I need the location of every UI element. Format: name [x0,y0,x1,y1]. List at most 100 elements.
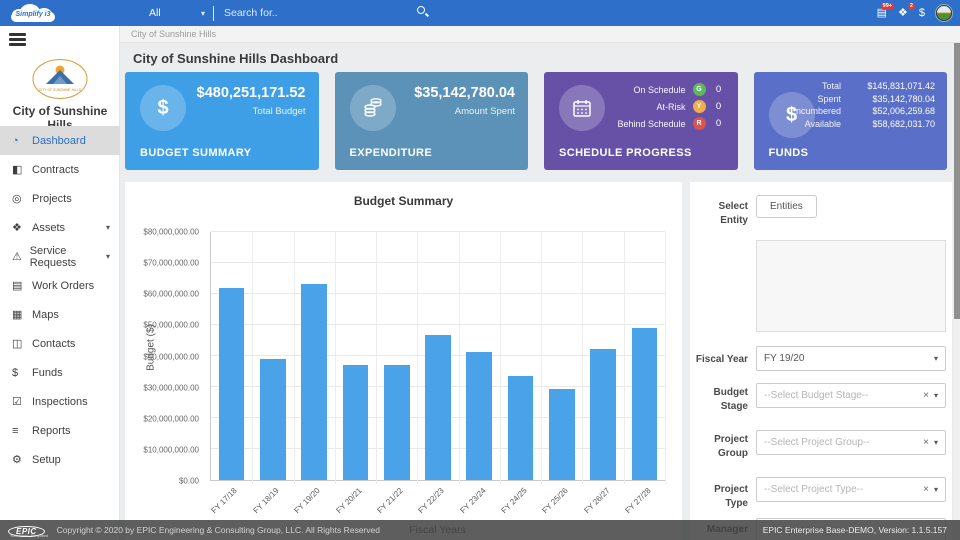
search-button[interactable] [411,0,437,26]
funds-total-row: Total $145,831,071.42 [821,81,935,91]
y-tick-label: $30,000,000.00 [143,383,199,393]
chart-bar-FY-23-24[interactable] [466,352,493,480]
chart-plot[interactable] [210,231,666,484]
y-tick-label: $20,000,000.00 [143,414,199,424]
x-tick-label: FY 18/19 [251,486,281,516]
menu-toggle-button[interactable] [9,33,26,46]
notifications-button[interactable]: ▤ 99+ [877,2,894,19]
sidebar-item-work-orders[interactable]: ▤ Work Orders [12,279,95,293]
sidebar-item-contacts[interactable]: ◫ Contacts [12,337,76,351]
assets-count-badge: 2 [907,2,915,10]
sidebar-item-reports[interactable]: ≡ Reports [12,424,71,437]
sidebar-item-setup[interactable]: ⚙ Setup [12,453,61,467]
funds-spent-row: Spent $35,142,780.04 [817,93,935,104]
chart-bar-FY-26-27[interactable] [590,348,616,480]
document-icon: ▤ [12,280,23,292]
scrollbar-thumb[interactable] [954,43,960,319]
entities-button[interactable]: Entities [756,195,817,218]
page-title: City of Sunshine Hills Dashboard [133,51,339,66]
behind-schedule-count: 0 [715,118,722,129]
at-risk-row: At-Risk Y 0 [617,100,724,113]
sidebar-item-projects[interactable]: ◎ Projects [12,192,72,206]
schedule-progress-card[interactable]: On Schedule G 0 At-Risk Y 0 Behind Sched… [544,72,738,170]
gridline [623,232,625,484]
chart-bar-FY-20-21[interactable] [342,364,369,480]
x-tick-label: FY 21/22 [375,486,405,516]
gridline [211,293,665,294]
expenditure-card[interactable]: $35,142,780.04 Amount Spent EXPENDITURE [334,72,528,170]
project-type-label: Project Type [714,484,748,509]
simplify-i3-logo[interactable]: Simplify i3 [10,3,56,23]
x-tick-label: FY 19/20 [292,486,322,516]
sidebar-item-maps[interactable]: ▦ Maps [12,308,59,322]
search-category-select[interactable]: All ▾ [125,0,213,26]
chart-title: Budget Summary [353,194,454,208]
inspection-check-icon: ☑ [12,396,22,408]
chart-bar-FY-18-19[interactable] [260,359,286,480]
chart-bar-FY-17-18[interactable] [218,288,245,480]
funds-quick-button[interactable]: $ [919,7,925,19]
sidebar-item-dashboard[interactable]: ◔ Dashboard [0,126,120,155]
chart-bar-FY-22-23[interactable] [425,334,451,480]
gridline [582,232,584,484]
clear-icon[interactable]: × [923,390,929,401]
chart-bar-FY-24-25[interactable] [507,375,534,480]
sidebar-item-inspections[interactable]: ☑ Inspections [12,395,88,409]
project-group-select[interactable]: --Select Project Group-- × ▾ [756,430,946,455]
notification-count-badge: 99+ [880,2,894,10]
budget-stage-select[interactable]: --Select Budget Stage-- × ▾ [756,383,946,408]
global-search: All ▾ Search for.. [125,0,437,26]
x-tick-label: FY 26/27 [582,486,612,516]
chart-bar-FY-21-22[interactable] [383,365,410,480]
vertical-scrollbar[interactable] [954,43,960,540]
sidebar-item-assets[interactable]: ❖ Assets ▾ [12,221,110,235]
y-tick-label: $10,000,000.00 [143,445,199,455]
funds-card[interactable]: $ Total $145,831,071.42 Spent $35,142,78… [753,72,947,170]
gear-icon: ⚙ [12,454,22,466]
calendar-icon [559,85,605,131]
gridline [541,232,543,484]
chart-bar-FY-19-20[interactable] [301,283,327,480]
gridline [417,232,419,484]
copyright-text: Copyright © 2020 by EPIC Engineering & C… [56,525,380,535]
sidebar-nav: ◔ Dashboard ◧ Contracts ◎ Projects ❖ Ass… [0,126,120,474]
version-text: EPIC Enterprise Base-DEMO, Version: 1.1.… [762,525,947,535]
total-budget-value: $480,251,171.52 [196,85,306,101]
assets-alerts-button[interactable]: ❖ 2 [898,2,915,19]
dollar-circle-icon: $ [768,92,815,138]
yellow-status-badge: Y [692,100,706,113]
clear-icon[interactable]: × [923,484,929,495]
x-tick-label: FY 25/26 [540,486,571,516]
chevron-down-icon: ▾ [200,8,205,18]
top-navigation-bar: Simplify i3 All ▾ Search for.. ▤ 99+ ❖ 2 [0,0,960,26]
chevron-down-icon: ▾ [105,252,110,261]
city-seal-logo: CITY OF SUNSHINE HILLS [0,58,120,105]
chevron-down-icon: ▾ [933,354,938,363]
budget-stage-label: Budget Stage [713,387,748,412]
chart-bar-FY-25-26[interactable] [549,389,575,480]
search-icon [417,6,425,14]
contracts-icon: ◧ [12,164,23,176]
gridline [252,232,254,484]
card-title: SCHEDULE PROGRESS [559,147,692,159]
breadcrumb[interactable]: City of Sunshine Hills [131,29,217,39]
chart-y-axis: $0.00 $10,000,000.00 $20,000,000.00 $30,000… [125,228,205,486]
gridline [376,232,378,484]
budget-summary-card[interactable]: $ $480,251,171.52 Total Budget BUDGET SU… [125,72,319,170]
search-input[interactable]: Search for.. [214,0,411,26]
x-tick-label: FY 24/25 [499,486,529,516]
clear-icon[interactable]: × [923,437,929,448]
sidebar-item-funds[interactable]: $ Funds [12,366,63,379]
fiscal-year-select[interactable]: FY 19/20 ▾ [756,346,946,371]
user-avatar[interactable] [936,5,952,21]
chart-bar-FY-27-28[interactable] [631,328,658,480]
project-type-select[interactable]: --Select Project Type-- × ▾ [756,477,946,502]
sidebar-item-contracts[interactable]: ◧ Contracts [12,163,80,177]
assets-cluster-icon: ❖ [898,6,908,19]
green-status-badge: G [692,83,706,96]
card-title: EXPENDITURE [349,147,433,159]
entity-list-box[interactable] [756,240,946,332]
sidebar-item-service-requests[interactable]: ⚠ Service Requests ▾ [12,244,110,269]
x-tick-label: FY 17/18 [209,486,240,516]
gridline [499,232,501,484]
